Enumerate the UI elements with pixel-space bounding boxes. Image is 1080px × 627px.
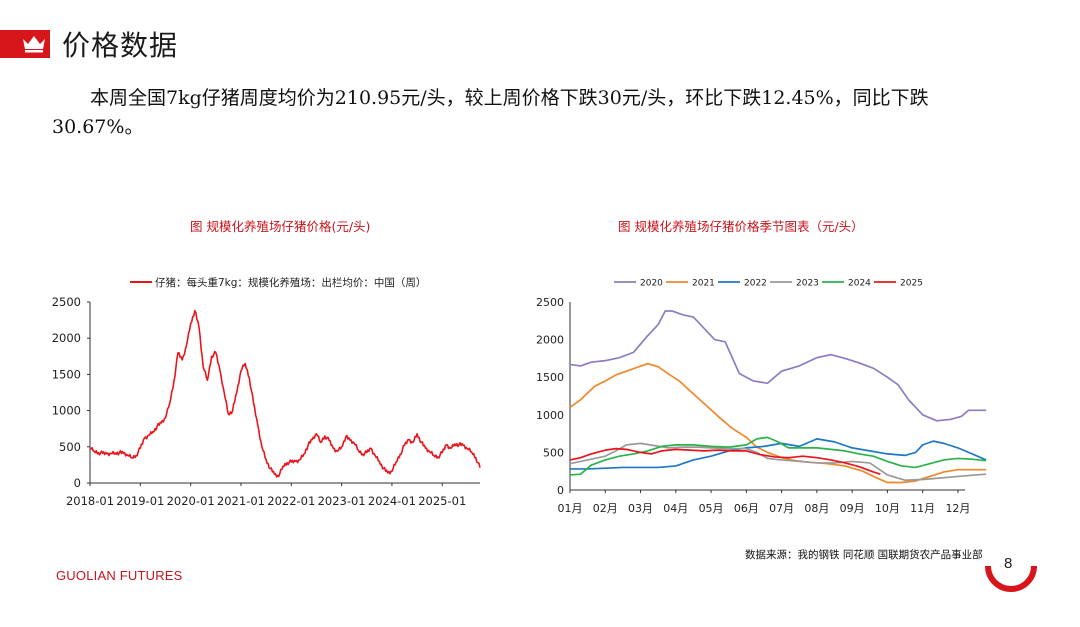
- chart2-y-tick-label: 500: [543, 446, 564, 459]
- chart2-x-tick-label: 06月: [734, 502, 759, 515]
- chart2-x-tick-label: 08月: [804, 502, 829, 515]
- chart1-y-tick-label: 2500: [52, 295, 81, 309]
- chart2-legend-label: 2024: [848, 279, 871, 289]
- chart2-legend-label: 2021: [692, 279, 715, 289]
- chart1-x-tick-label: 2020-01: [167, 494, 215, 508]
- chart1-x-tick-label: 2019-01: [116, 494, 164, 508]
- chart2-x-tick-label: 02月: [593, 502, 618, 515]
- chart2-x-tick-label: 04月: [663, 502, 688, 515]
- chart2-x-tick-label: 03月: [628, 502, 653, 515]
- chart2-series-line-2020: [569, 310, 987, 422]
- chart2-series-line-2023: [569, 442, 987, 482]
- crown-icon: [23, 36, 45, 53]
- brand-wordmark-part1: GUOLIAN: [56, 568, 116, 583]
- chart2-x-tick-label: 10月: [875, 502, 900, 515]
- chart2-legend-label: 2022: [744, 279, 767, 289]
- chart1-x-tick-label: 2018-01: [66, 494, 114, 508]
- brand-wordmark: GUOLIAN FUTURES: [56, 568, 183, 583]
- chart2-y-tick-label: 0: [557, 484, 564, 497]
- chart1-y-tick-label: 2000: [52, 331, 81, 345]
- chart2-y-tick-label: 2500: [536, 296, 564, 309]
- data-source-note: 数据来源：我的钢铁 同花顺 国联期货农产品事业部: [745, 549, 983, 561]
- chart2-legend-label: 2023: [796, 279, 819, 289]
- chart2-y-tick-label: 1000: [536, 409, 564, 422]
- chart1-x-tick-label: 2023-01: [318, 494, 366, 508]
- chart1-x-tick-label: 2025-01: [418, 494, 466, 508]
- chart2-x-tick-label: 05月: [699, 502, 724, 515]
- chart2-series-line-2022: [570, 438, 987, 470]
- chart1-y-tick-label: 0: [74, 476, 81, 490]
- chart2-title: 图 规模化养殖场仔猪价格季节图表（元/头）: [618, 219, 864, 234]
- chart2-legend-label: 2020: [640, 279, 663, 289]
- brand-logo-box: [0, 30, 50, 58]
- chart2-series-line-2025: [569, 447, 881, 475]
- chart2-x-tick-label: 12月: [945, 502, 970, 515]
- chart1-title: 图 规模化养殖场仔猪价格(元/头): [190, 219, 371, 234]
- chart2-y-tick-label: 1500: [536, 371, 564, 384]
- chart1-y-tick-label: 500: [59, 440, 81, 454]
- page-number: 8: [1004, 555, 1013, 572]
- chart1-x-tick-label: 2021-01: [217, 494, 265, 508]
- chart1-x-tick-label: 2024-01: [368, 494, 416, 508]
- chart2-x-tick-label: 07月: [769, 502, 794, 515]
- chart2-x-tick-label: 09月: [840, 502, 865, 515]
- chart2-series-line-2024: [569, 436, 987, 476]
- chart2-x-tick-label: 11月: [910, 502, 935, 515]
- chart1-legend-label: 仔猪：每头重7kg：规模化养殖场：出栏均价：中国（周）: [155, 276, 426, 289]
- chart1-y-tick-label: 1500: [52, 367, 81, 381]
- chart2-y-tick-label: 2000: [536, 334, 564, 347]
- chart1-series-line: [89, 309, 481, 478]
- brand-wordmark-part2: FUTURES: [115, 568, 183, 583]
- page-badge-arc-icon: [985, 565, 1037, 592]
- chart2-legend-label: 2025: [900, 279, 923, 289]
- chart2-x-tick-label: 01月: [558, 502, 583, 515]
- chart1-y-tick-label: 1000: [52, 404, 81, 418]
- summary-text: 本周全国7kg仔猪周度均价为210.95元/头，较上周价格下跌30元/头，环比下…: [52, 87, 929, 138]
- page-title: 价格数据: [62, 29, 179, 62]
- chart1-x-tick-label: 2022-01: [267, 494, 315, 508]
